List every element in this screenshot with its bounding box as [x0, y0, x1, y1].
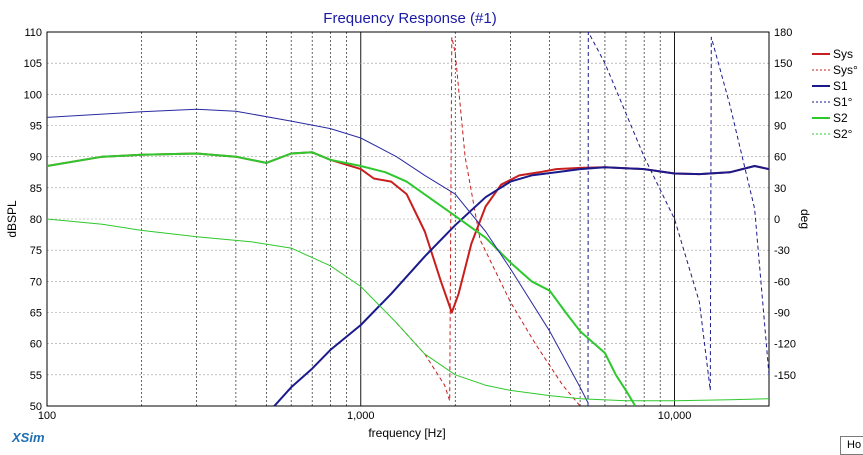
y2-tick-label: 120	[774, 89, 792, 101]
x-axis: 100 1,000 10,000	[38, 410, 692, 422]
y-tick-label: 100	[24, 89, 42, 101]
x-tick-label: 100	[38, 410, 56, 422]
series-line-s1	[587, 32, 769, 406]
y2-tick-label: 30	[774, 183, 786, 195]
hold-button[interactable]: Ho	[840, 436, 863, 455]
grid-lines	[47, 32, 769, 406]
y2-tick-label: -150	[774, 370, 796, 382]
series-line-s2	[47, 151, 637, 406]
legend: Sys Sys° S1 S1° S2 S2°	[812, 47, 858, 141]
y2-tick-label: 0	[774, 214, 780, 226]
y2-tick-label: 60	[774, 152, 786, 164]
y2-tick-label: -60	[774, 276, 790, 288]
series-line-s2phase	[47, 218, 769, 402]
chart-title: Frequency Response (#1)	[323, 10, 496, 27]
xsim-logo: XSim	[12, 430, 45, 445]
legend-label: S1°	[833, 95, 853, 109]
y2-tick-label: 90	[774, 121, 786, 133]
legend-label: Sys°	[833, 63, 858, 77]
y2-tick-label: -120	[774, 339, 796, 351]
y-tick-label: 110	[24, 27, 42, 39]
y2-tick-label: -90	[774, 308, 790, 320]
y2-axis-label: deg	[798, 209, 812, 229]
y-tick-label: 80	[30, 214, 42, 226]
x-axis-label: frequency [Hz]	[368, 426, 445, 440]
legend-label: S1	[833, 79, 848, 93]
series-line-sys	[396, 36, 581, 406]
y-tick-label: 65	[30, 308, 42, 320]
y-tick-label: 55	[30, 370, 42, 382]
y2-tick-label: 150	[774, 58, 792, 70]
y-axis-left: 50 55 60 65 70 75 80 85 90 95 100 105 110	[24, 27, 42, 413]
y-tick-label: 105	[24, 58, 42, 70]
y-tick-label: 75	[30, 245, 42, 257]
x-tick-label: 1,000	[347, 410, 375, 422]
y-tick-label: 90	[30, 152, 42, 164]
y2-tick-label: -30	[774, 245, 790, 257]
legend-label: S2°	[833, 127, 853, 141]
x-tick-label: 10,000	[658, 410, 692, 422]
series-layer	[47, 32, 769, 406]
y-tick-label: 70	[30, 276, 42, 288]
series-line-s1	[273, 165, 769, 406]
y-axis-label: dBSPL	[5, 200, 19, 238]
series-line-s1phase	[47, 108, 589, 404]
legend-label: S2	[833, 111, 848, 125]
y-tick-label: 50	[30, 401, 42, 413]
legend-label: Sys	[833, 47, 853, 61]
y-tick-label: 60	[30, 339, 42, 351]
y-tick-label: 85	[30, 183, 42, 195]
y2-tick-label: 180	[774, 27, 792, 39]
y-axis-right: -150 -120 -90 -60 -30 0 30 60 90 120 150 180	[774, 27, 796, 382]
y-tick-label: 95	[30, 121, 42, 133]
